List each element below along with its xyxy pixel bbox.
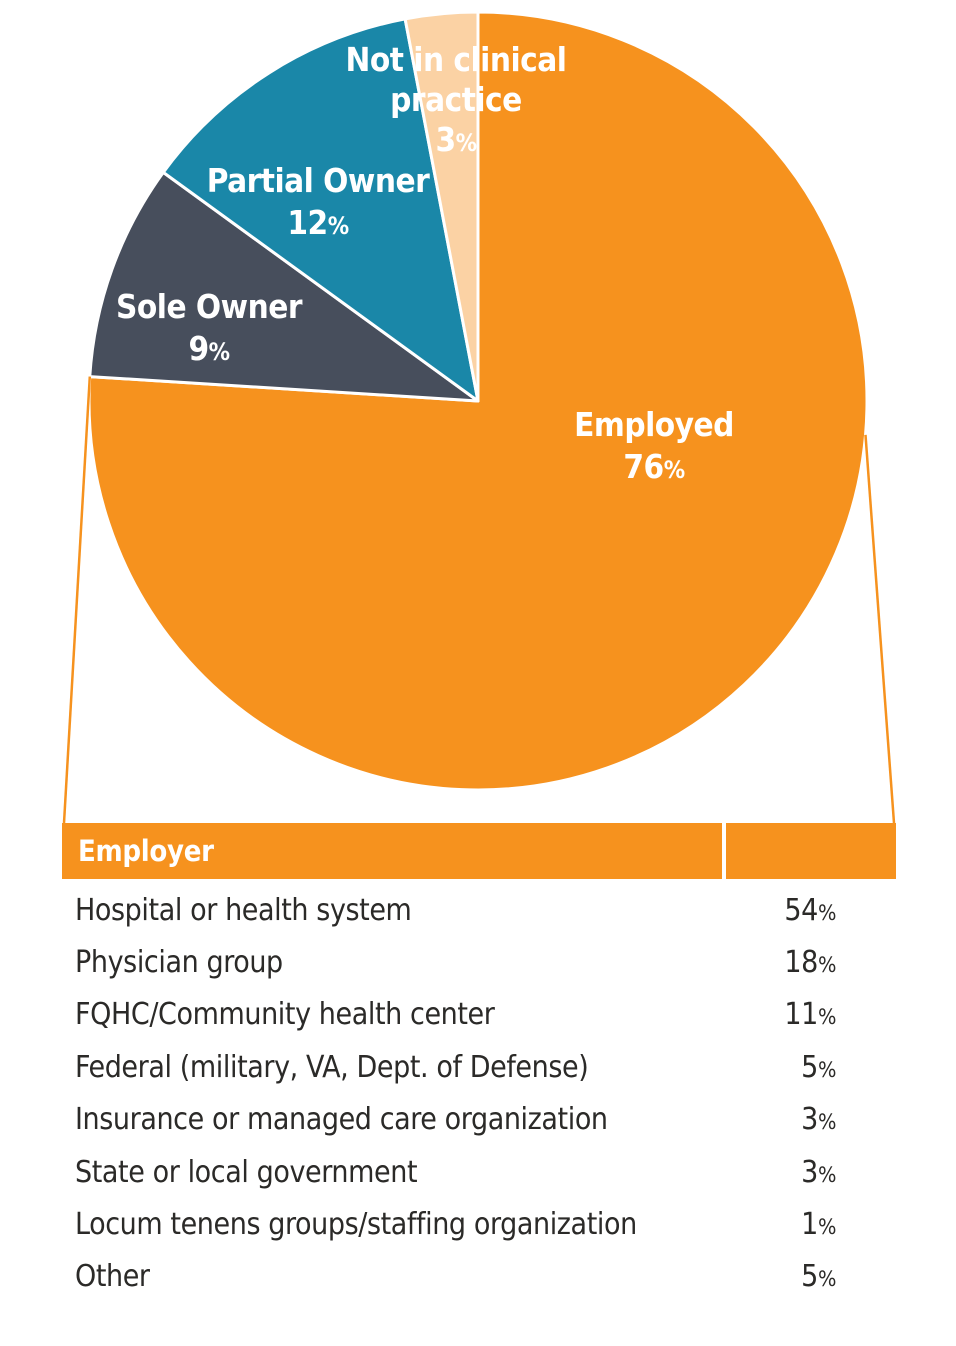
percent-sign: % bbox=[327, 212, 349, 240]
segment-name: Partial Owner bbox=[206, 161, 430, 200]
employer-name: Insurance or managed care organization bbox=[75, 1102, 608, 1138]
table-row: Federal (military, VA, Dept. of Defense)… bbox=[62, 1041, 896, 1093]
percent-sign: % bbox=[663, 456, 685, 484]
percent-number: 18 bbox=[784, 945, 818, 981]
employer-percent: 18% bbox=[722, 945, 896, 980]
percent-sign: % bbox=[817, 1005, 836, 1031]
segment-value: 9% bbox=[116, 328, 302, 373]
employer-name: Federal (military, VA, Dept. of Defense) bbox=[75, 1049, 589, 1085]
employer-table: Hospital or health system 54% Physician … bbox=[62, 884, 896, 1303]
percent-sign: % bbox=[817, 900, 836, 926]
percent-sign: % bbox=[208, 338, 230, 366]
segment-name: Employed bbox=[574, 405, 734, 444]
callout-line-right bbox=[864, 434, 896, 824]
table-row: Insurance or managed care organization 3… bbox=[62, 1094, 896, 1146]
employer-percent: 1% bbox=[722, 1207, 896, 1242]
segment-value: 3% bbox=[435, 120, 477, 159]
employer-percent: 5% bbox=[722, 1259, 896, 1294]
percent-number: 5 bbox=[801, 1049, 818, 1085]
table-row: State or local government 3% bbox=[62, 1146, 896, 1198]
percent-sign: % bbox=[817, 1162, 836, 1188]
pie-label-partial-owner: Partial Owner 12% bbox=[207, 160, 430, 247]
pie-slice-not-in-clinical-practice bbox=[403, 10, 480, 403]
callout-line-left bbox=[62, 376, 92, 824]
segment-value: 76% bbox=[574, 446, 734, 491]
employer-name: Hospital or health system bbox=[75, 892, 412, 928]
percent-sign: % bbox=[817, 1057, 836, 1083]
table-row: Hospital or health system 54% bbox=[62, 884, 896, 936]
percent-number: 3 bbox=[801, 1102, 818, 1138]
employer-percent: 3% bbox=[722, 1155, 896, 1190]
percent-number: 1 bbox=[801, 1207, 818, 1243]
segment-value: 12% bbox=[207, 202, 430, 247]
percent-number: 11 bbox=[784, 997, 818, 1033]
employer-column-header: Employer bbox=[78, 834, 214, 868]
percent-number: 3 bbox=[435, 120, 456, 159]
percent-sign: % bbox=[455, 129, 477, 157]
employer-name: Other bbox=[75, 1259, 150, 1295]
employer-name: FQHC/Community health center bbox=[75, 997, 495, 1033]
percent-number: 3 bbox=[801, 1154, 818, 1190]
header-divider bbox=[722, 823, 726, 879]
table-row: Physician group 18% bbox=[62, 936, 896, 988]
employer-table-header: Employer bbox=[62, 823, 896, 879]
percent-column-header bbox=[726, 823, 896, 879]
pie-label-sole-owner: Sole Owner 9% bbox=[115, 286, 303, 373]
percent-sign: % bbox=[817, 1110, 836, 1136]
employer-percent: 54% bbox=[722, 893, 896, 928]
percent-sign: % bbox=[817, 953, 836, 979]
pie-slice-sole-owner bbox=[88, 170, 480, 403]
employer-name: State or local government bbox=[75, 1154, 418, 1190]
segment-name: Sole Owner bbox=[115, 287, 303, 326]
employer-name: Physician group bbox=[75, 945, 283, 981]
percent-sign: % bbox=[817, 1215, 836, 1241]
table-row: Locum tenens groups/staffing organizatio… bbox=[62, 1198, 896, 1250]
pie-label-employed: Employed 76% bbox=[574, 404, 734, 491]
table-row: FQHC/Community health center 11% bbox=[62, 989, 896, 1041]
percent-sign: % bbox=[817, 1267, 836, 1293]
pie-label-not-in-clinical-practice: Not in clinical practice 3% bbox=[344, 40, 568, 163]
percent-number: 9 bbox=[188, 329, 209, 368]
employer-percent: 3% bbox=[722, 1102, 896, 1137]
employer-percent: 5% bbox=[722, 1050, 896, 1085]
percent-number: 12 bbox=[287, 203, 328, 242]
segment-name: Not in clinical practice bbox=[345, 40, 567, 119]
percent-number: 54 bbox=[784, 892, 818, 928]
employer-percent: 11% bbox=[722, 997, 896, 1032]
table-row: Other 5% bbox=[62, 1251, 896, 1303]
percent-number: 5 bbox=[801, 1259, 818, 1295]
percent-number: 76 bbox=[623, 447, 664, 486]
pie-slice-partial-owner bbox=[161, 17, 480, 403]
employer-name: Locum tenens groups/staffing organizatio… bbox=[75, 1207, 637, 1243]
